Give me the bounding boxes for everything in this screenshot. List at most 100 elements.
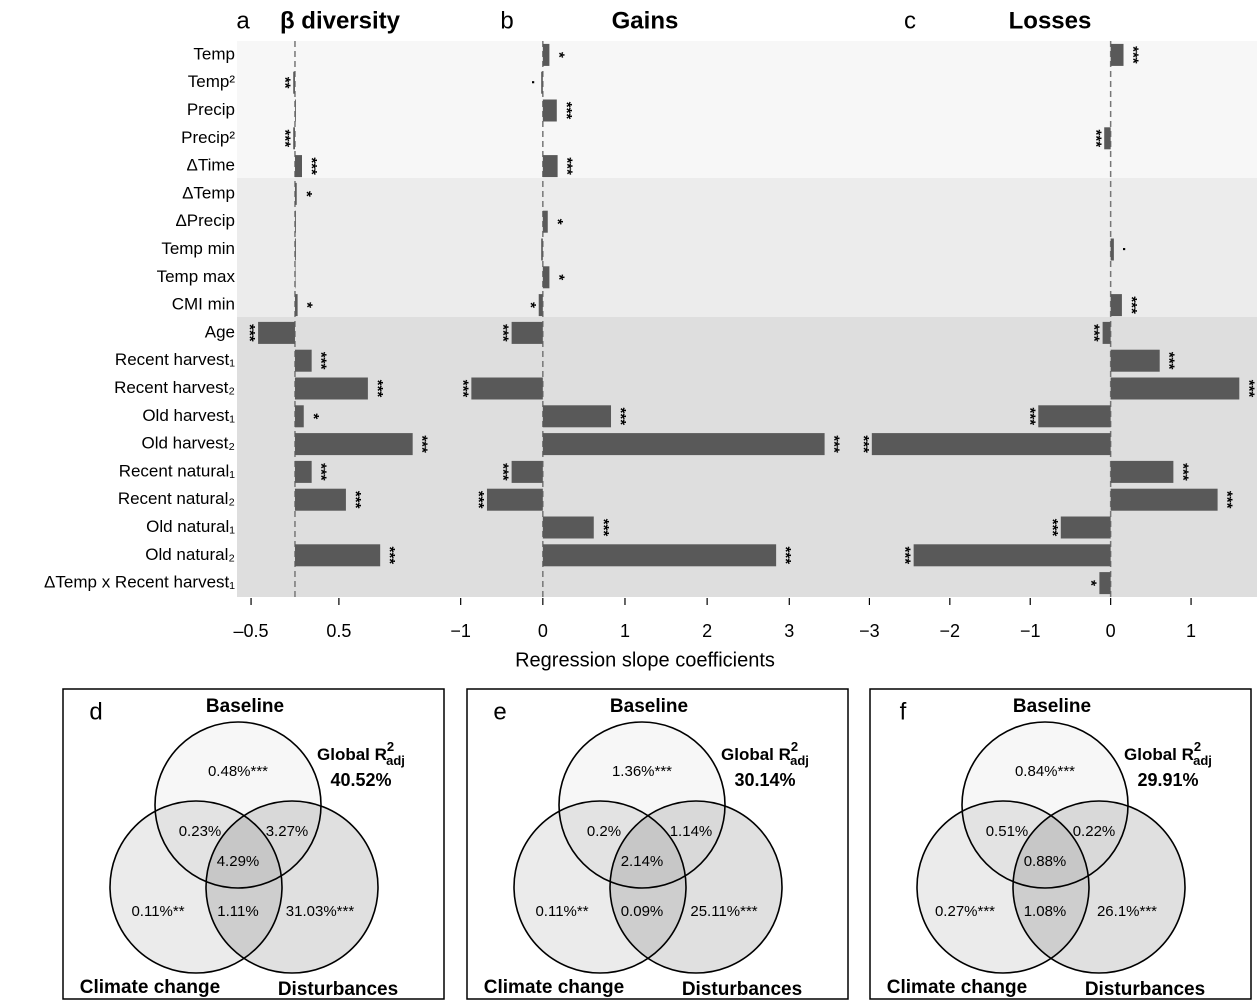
venn-circle <box>109 800 283 974</box>
x-tick-label: 1 <box>620 621 630 641</box>
bar <box>542 516 594 539</box>
x-tick-label: 1 <box>1186 621 1196 641</box>
r2-value: 29.91% <box>1137 770 1198 790</box>
significance-label: *** <box>826 435 843 453</box>
bar <box>294 405 304 428</box>
bar <box>294 99 296 122</box>
significance-label: * <box>549 219 566 225</box>
panel-label: e <box>493 698 506 725</box>
category-label: CMI min <box>172 295 235 314</box>
significance-label: * <box>522 302 539 308</box>
significance-label: *** <box>1174 463 1191 481</box>
bar <box>294 238 296 261</box>
set-label: Climate change <box>887 977 1027 998</box>
bar <box>871 433 1111 456</box>
region-value: 0.09% <box>621 903 664 920</box>
venn-panel <box>466 688 849 1000</box>
panel-label: b <box>500 7 513 34</box>
bar <box>542 155 558 178</box>
panel-label: d <box>89 698 102 725</box>
significance-label: *** <box>381 547 398 565</box>
bar <box>538 294 543 317</box>
region-value: 2.14% <box>621 853 664 870</box>
bar <box>1110 377 1240 400</box>
panel-label: c <box>904 7 916 34</box>
category-label: Precip² <box>181 128 235 147</box>
significance-label: * <box>305 413 322 419</box>
bar <box>542 405 612 428</box>
bar <box>511 460 543 483</box>
bar <box>294 294 298 317</box>
significance-label: * <box>299 302 316 308</box>
panel-label: a <box>236 7 250 34</box>
bar <box>542 433 825 456</box>
bar <box>913 544 1111 567</box>
category-label: Old natural₂ <box>145 545 235 564</box>
significance-label: *** <box>1044 519 1061 537</box>
significance-label: *** <box>369 380 386 398</box>
category-label: ΔPrecip <box>175 211 235 230</box>
venn-circle <box>513 800 687 974</box>
region-value: 0.23% <box>179 823 222 840</box>
significance-label: *** <box>495 463 512 481</box>
x-tick-label: 0 <box>538 621 548 641</box>
region-value: 3.27% <box>266 823 309 840</box>
significance-label: *** <box>595 519 612 537</box>
bar <box>293 71 295 94</box>
bar <box>1110 488 1218 511</box>
group-band <box>237 178 1257 317</box>
significance-label: *** <box>414 435 431 453</box>
significance-label: *** <box>559 157 576 175</box>
significance-label: *** <box>1219 491 1236 509</box>
region-value: 1.36%*** <box>612 763 672 780</box>
significance-label: *** <box>313 352 330 370</box>
set-label: Baseline <box>1013 696 1091 717</box>
bar <box>542 210 548 233</box>
category-label: Recent natural₁ <box>119 461 236 480</box>
r2-text: Global R <box>721 745 791 764</box>
x-tick-label: −1 <box>1020 621 1041 641</box>
bar <box>542 266 550 289</box>
bar <box>1038 405 1111 428</box>
region-value: 0.22% <box>1073 823 1116 840</box>
category-label: Recent harvest₂ <box>114 378 235 397</box>
bar <box>1110 294 1122 317</box>
category-label: Recent natural₂ <box>118 489 235 508</box>
bar <box>1099 572 1111 595</box>
bar <box>258 321 295 344</box>
bar <box>294 460 312 483</box>
venn-circle <box>609 800 783 974</box>
significance-label: *** <box>897 547 914 565</box>
bar <box>294 433 413 456</box>
bar <box>542 99 557 122</box>
significance-label: *** <box>855 435 872 453</box>
significance-label: *** <box>1087 130 1104 148</box>
bar <box>294 210 296 233</box>
significance-label: * <box>1082 580 1099 586</box>
r2-value: 40.52% <box>330 770 391 790</box>
r2-sup: 2 <box>387 739 394 754</box>
significance-label: * <box>550 52 567 58</box>
bar <box>293 127 295 150</box>
region-value: 31.03%*** <box>286 903 355 920</box>
panel-title: β diversity <box>280 7 401 34</box>
significance-label: *** <box>558 102 575 120</box>
venn-panel <box>62 688 445 1000</box>
r2-text: Global R <box>317 745 387 764</box>
significance-label: *** <box>1086 324 1103 342</box>
bar <box>294 155 302 178</box>
r2-label: Global R2 adj <box>1124 739 1212 768</box>
region-value: 0.2% <box>587 823 621 840</box>
region-value: 4.29% <box>217 853 260 870</box>
set-label: Baseline <box>610 696 688 717</box>
significance-label: *** <box>495 324 512 342</box>
region-value: 1.08% <box>1024 903 1067 920</box>
x-tick-label: 0.5 <box>326 621 351 641</box>
x-axis-label: Regression slope coefficients <box>515 649 775 671</box>
bar <box>511 321 543 344</box>
significance-label: ** <box>276 77 293 89</box>
region-value: 26.1%*** <box>1097 903 1157 920</box>
r2-text: Global R <box>1124 745 1194 764</box>
r2-sup: 2 <box>791 739 798 754</box>
region-value: 0.48%*** <box>208 763 268 780</box>
